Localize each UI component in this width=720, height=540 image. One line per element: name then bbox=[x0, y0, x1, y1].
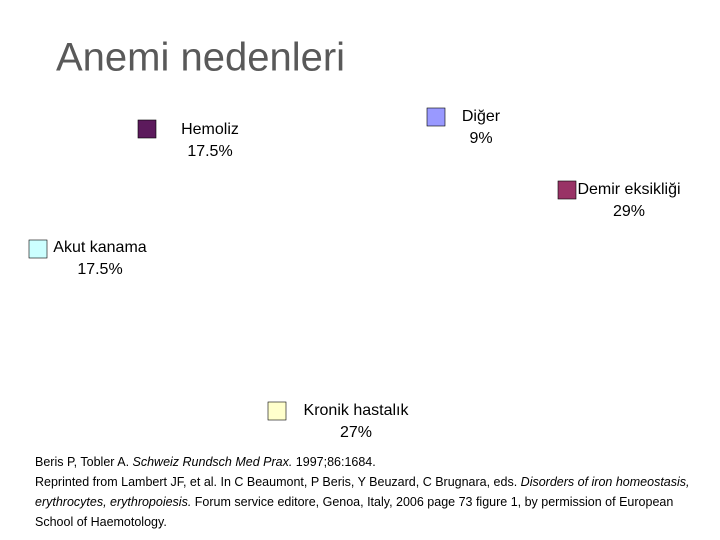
value-label: 9% bbox=[469, 130, 492, 147]
category-label: Demir eksikliği bbox=[577, 181, 680, 198]
value-label: 17.5% bbox=[77, 261, 122, 278]
citation-text: Disorders of iron homeostasis, erythrocy… bbox=[35, 475, 690, 509]
citation-text: Reprinted from Lambert JF, et al. In C B… bbox=[35, 475, 521, 489]
legend-swatch bbox=[426, 107, 446, 127]
category-label: Kronik hastalık bbox=[304, 402, 410, 419]
legend-swatch bbox=[557, 180, 577, 200]
citation-line: Reprinted from Lambert JF, et al. In C B… bbox=[35, 472, 695, 532]
category-label: Akut kanama bbox=[53, 239, 146, 256]
category-label: Hemoliz bbox=[181, 121, 239, 138]
chart: Anemi nedenleri Diğer 9% Demir eksikliği 29… bbox=[28, 36, 681, 441]
chart-title: Anemi nedenleri bbox=[56, 36, 345, 80]
citation-text: Forum service editore, Genoa, Italy, 200… bbox=[35, 495, 674, 529]
citation-line: Beris P, Tobler A. Schweiz Rundsch Med P… bbox=[35, 452, 695, 472]
legend-swatch bbox=[267, 401, 287, 421]
category-label: Diğer bbox=[462, 108, 501, 125]
legend-swatch bbox=[28, 239, 48, 259]
value-label: 17.5% bbox=[187, 143, 232, 160]
citation-text: Beris P, Tobler A. bbox=[35, 455, 133, 469]
citation-text: 1997;86:1684. bbox=[292, 455, 376, 469]
value-label: 29% bbox=[613, 203, 645, 220]
citation: Beris P, Tobler A. Schweiz Rundsch Med P… bbox=[35, 452, 695, 532]
legend-swatch bbox=[137, 119, 157, 139]
value-label: 27% bbox=[340, 424, 372, 441]
citation-text: Schweiz Rundsch Med Prax. bbox=[132, 455, 293, 469]
